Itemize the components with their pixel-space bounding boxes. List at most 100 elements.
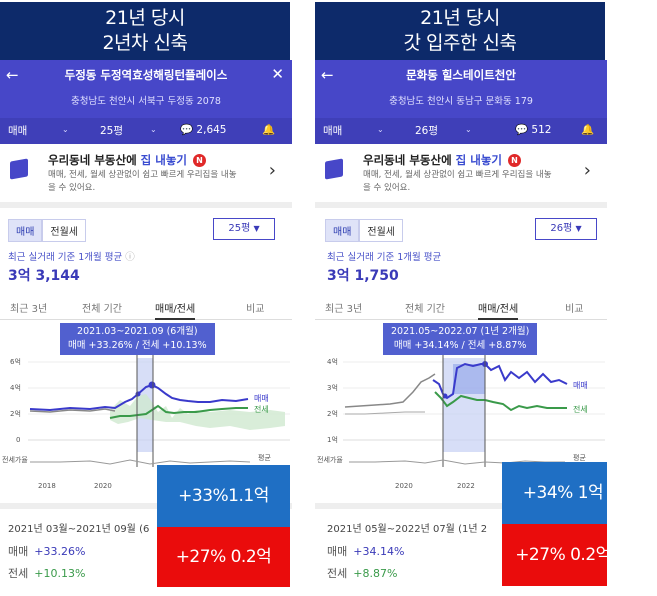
sale-line-history <box>29 408 116 413</box>
lease-ratio-avg: 평균 <box>258 453 271 462</box>
lease-line <box>109 404 248 419</box>
chevron-down-icon[interactable]: ⌄ <box>62 125 69 134</box>
headline-line: 21년 당시 <box>420 7 500 29</box>
tab-compare[interactable]: 비교 <box>565 304 584 315</box>
chevron-down-icon[interactable]: ⌄ <box>150 125 157 134</box>
comment-count: 2,645 <box>196 124 227 136</box>
back-arrow-icon[interactable]: ← <box>321 66 334 84</box>
trade-type-dropdown[interactable]: 매매 <box>323 123 342 138</box>
stat-sale: 매매 +33.26% <box>8 543 85 559</box>
lease-ratio-line <box>349 459 565 465</box>
filter-bar: 매매 ⌄ 25평 ⌄ 💬 2,645 🔔 <box>0 118 292 144</box>
tab-recent-3y[interactable]: 최근 3년 <box>325 304 363 315</box>
tab-sale-lease[interactable]: 매매/전세 <box>478 300 519 320</box>
size-select[interactable]: 25평 ▼ <box>213 218 275 240</box>
headline-box: 21년 당시 갓 입주한 신축 <box>315 2 605 60</box>
headline-line: 2년차 신축 <box>102 32 188 54</box>
lease-line <box>434 391 567 412</box>
banner-title-prefix: 우리동네 부동산에 <box>48 153 141 167</box>
selection-highlight <box>453 364 485 394</box>
chevron-down-icon[interactable]: ⌄ <box>465 125 472 134</box>
stat-lease: 전세 +8.87% <box>327 565 397 581</box>
trade-type-label: 매매 <box>323 125 343 137</box>
price-chart[interactable]: 4억 3억 2억 1억 매매 전세 전세가율 평균 2020 2022 <box>315 322 607 497</box>
stat-value: +34.14% <box>353 545 405 558</box>
period-tabs: 최근 3년 전체 기간 매매/전세 비교 <box>0 296 292 320</box>
bell-icon[interactable]: 🔔 <box>581 124 595 136</box>
info-icon[interactable]: ⓘ <box>125 252 135 263</box>
house-icon <box>325 158 343 180</box>
stat-key: 매매 <box>327 545 348 558</box>
series-label-sale: 매매 <box>573 381 588 390</box>
callout-sale-gain: +33%1.1억 <box>157 465 290 527</box>
listing-banner[interactable]: 우리동네 부동산에 집 내놓기 N 매매, 전세, 월세 상관없이 쉽고 빠르게… <box>0 150 292 200</box>
lease-ratio-avg: 평균 <box>573 453 586 462</box>
new-badge: N <box>508 154 521 167</box>
comments-button[interactable]: 💬 2,645 <box>180 123 226 136</box>
divider <box>0 503 292 509</box>
avg-price: 3억 3,144 <box>8 268 80 284</box>
close-icon[interactable]: ✕ <box>271 65 284 83</box>
period-tabs: 최근 3년 전체 기간 매매/전세 비교 <box>315 296 607 320</box>
trade-type-dropdown[interactable]: 매매 <box>8 123 27 138</box>
caret-down-icon: ▼ <box>253 224 260 233</box>
y-tick: 2억 <box>10 410 21 418</box>
comment-icon: 💬 <box>515 124 529 136</box>
tooltip-period: 2021.03~2021.09 (6개월) <box>77 326 198 337</box>
complex-address: 충청남도 천안시 서북구 두정동 2078 <box>71 96 221 107</box>
banner-title-link: 집 내놓기 <box>455 153 502 167</box>
tab-sale[interactable]: 매매 <box>325 219 360 242</box>
size-dropdown[interactable]: 26평 <box>415 123 438 138</box>
range-end-point <box>148 381 156 389</box>
sale-line-history <box>344 373 436 408</box>
y-tick: 4억 <box>10 384 21 392</box>
stat-key: 매매 <box>8 545 29 558</box>
tab-sale-lease[interactable]: 매매/전세 <box>155 300 196 320</box>
back-arrow-icon[interactable]: ← <box>6 66 19 84</box>
comment-count: 512 <box>531 124 552 136</box>
size-dropdown[interactable]: 25평 <box>100 123 123 138</box>
avg-price-label: 최근 실거래 기준 1개월 평균 <box>327 249 441 263</box>
tooltip-summary: 매매 +33.26% / 전세 +10.13% <box>68 340 207 351</box>
tab-compare[interactable]: 비교 <box>246 304 265 315</box>
size-select-value: 26평 <box>550 223 573 234</box>
house-icon <box>10 158 28 180</box>
avg-price-label-text: 최근 실거래 기준 1개월 평균 <box>327 252 442 263</box>
new-badge: N <box>193 154 206 167</box>
chevron-right-icon: › <box>268 160 276 181</box>
stat-period: 2021년 03월~2021년 09월 (6 <box>8 524 150 535</box>
stat-value: +33.26% <box>34 545 86 558</box>
tab-recent-3y[interactable]: 최근 3년 <box>10 304 48 315</box>
stat-sale: 매매 +34.14% <box>327 543 404 559</box>
bell-icon[interactable]: 🔔 <box>262 124 276 136</box>
lease-ratio-line <box>30 459 251 465</box>
tab-rent[interactable]: 전월세 <box>42 219 87 242</box>
y-tick: 4억 <box>327 358 338 366</box>
stat-key: 전세 <box>327 567 348 580</box>
size-select[interactable]: 26평 ▼ <box>535 218 597 240</box>
price-chart[interactable]: 6억 4억 2억 0 매매 전세 전세가율 평균 2018 2020 <box>0 322 292 497</box>
comments-button[interactable]: 💬 512 <box>515 123 551 136</box>
tab-rent[interactable]: 전월세 <box>359 219 404 242</box>
listing-banner[interactable]: 우리동네 부동산에 집 내놓기 N 매매, 전세, 월세 상관없이 쉽고 빠르게… <box>315 150 607 200</box>
tab-all-period[interactable]: 전체 기간 <box>405 304 445 315</box>
tab-all-period[interactable]: 전체 기간 <box>82 304 122 315</box>
y-tick: 3억 <box>327 384 338 392</box>
y-tick: 0 <box>16 436 20 444</box>
divider <box>315 202 607 208</box>
chevron-right-icon: › <box>583 160 591 181</box>
series-label-sale: 매매 <box>254 394 269 403</box>
stat-lease: 전세 +10.13% <box>8 565 85 581</box>
chevron-down-icon[interactable]: ⌄ <box>377 125 384 134</box>
banner-title: 우리동네 부동산에 집 내놓기 N <box>363 152 521 168</box>
callout-lease-gain: +27% 0.2억 <box>157 527 290 587</box>
tab-sale[interactable]: 매매 <box>8 219 43 242</box>
divider <box>0 202 292 208</box>
x-tick: 2020 <box>395 482 413 490</box>
trade-tabs: 매매 전월세 <box>8 219 87 242</box>
callout-lease-gain: +27% 0.2억 <box>502 524 607 586</box>
lease-ratio-label: 전세가율 <box>2 455 28 464</box>
complex-title: 문화동 힐스테이트천안 <box>406 68 516 82</box>
sale-line <box>432 362 568 400</box>
callout-sale-gain: +34% 1억 <box>502 462 607 524</box>
